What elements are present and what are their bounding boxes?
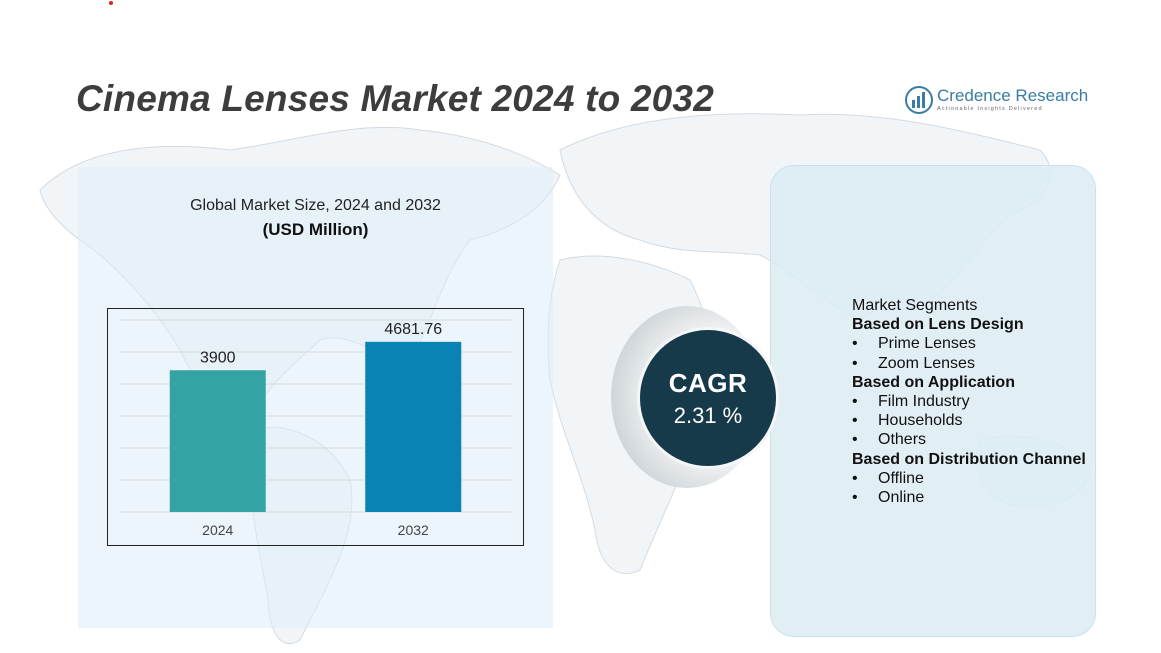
segment-item: Prime Lenses <box>852 334 1097 353</box>
bar-value-label: 4681.76 <box>384 321 442 338</box>
x-tick-label: 2032 <box>398 522 429 538</box>
bar-value-label: 3900 <box>200 349 236 366</box>
brand-name: Credence Research <box>937 86 1089 105</box>
segment-item: Film Industry <box>852 392 1097 411</box>
red-dot-marker <box>109 1 113 5</box>
segment-item: Online <box>852 488 1097 507</box>
bar-2032 <box>365 341 462 512</box>
segment-group-title: Based on Lens Design <box>852 316 1024 334</box>
page-title: Cinema Lenses Market 2024 to 2032 <box>76 78 714 119</box>
cagr-badge: CAGR 2.31 % <box>637 327 779 469</box>
segment-item: Offline <box>852 469 1097 488</box>
market-size-unit: (USD Million) <box>262 220 369 239</box>
segment-item: Households <box>852 411 1097 430</box>
segment-item: Others <box>852 430 1097 449</box>
cagr-label: CAGR <box>668 368 748 398</box>
brand-tagline: Actionable Insights Delivered <box>937 106 1043 112</box>
market-size-title: Global Market Size, 2024 and 2032 <box>190 197 441 214</box>
segment-group-title: Based on Distribution Channel <box>852 450 1086 468</box>
bar-chart-svg: 3900 2024 4681.76 2032 <box>120 319 511 538</box>
bar-2024 <box>169 370 266 512</box>
segment-group-title: Based on Application <box>852 373 1015 391</box>
cagr-value: 2.31 % <box>673 403 743 428</box>
segments-heading: Market Segments <box>852 297 978 314</box>
bar-chart-logo-icon <box>905 86 933 114</box>
market-segments: Market Segments Based on Lens Design Pri… <box>852 296 1097 507</box>
segment-item: Zoom Lenses <box>852 354 1097 373</box>
brand-logo: Credence Research Actionable Insights De… <box>905 86 1095 116</box>
x-tick-label: 2024 <box>202 522 233 538</box>
bar-chart: 3900 2024 4681.76 2032 <box>107 308 524 546</box>
market-size-panel: Global Market Size, 2024 and 2032 (USD M… <box>78 167 553 628</box>
